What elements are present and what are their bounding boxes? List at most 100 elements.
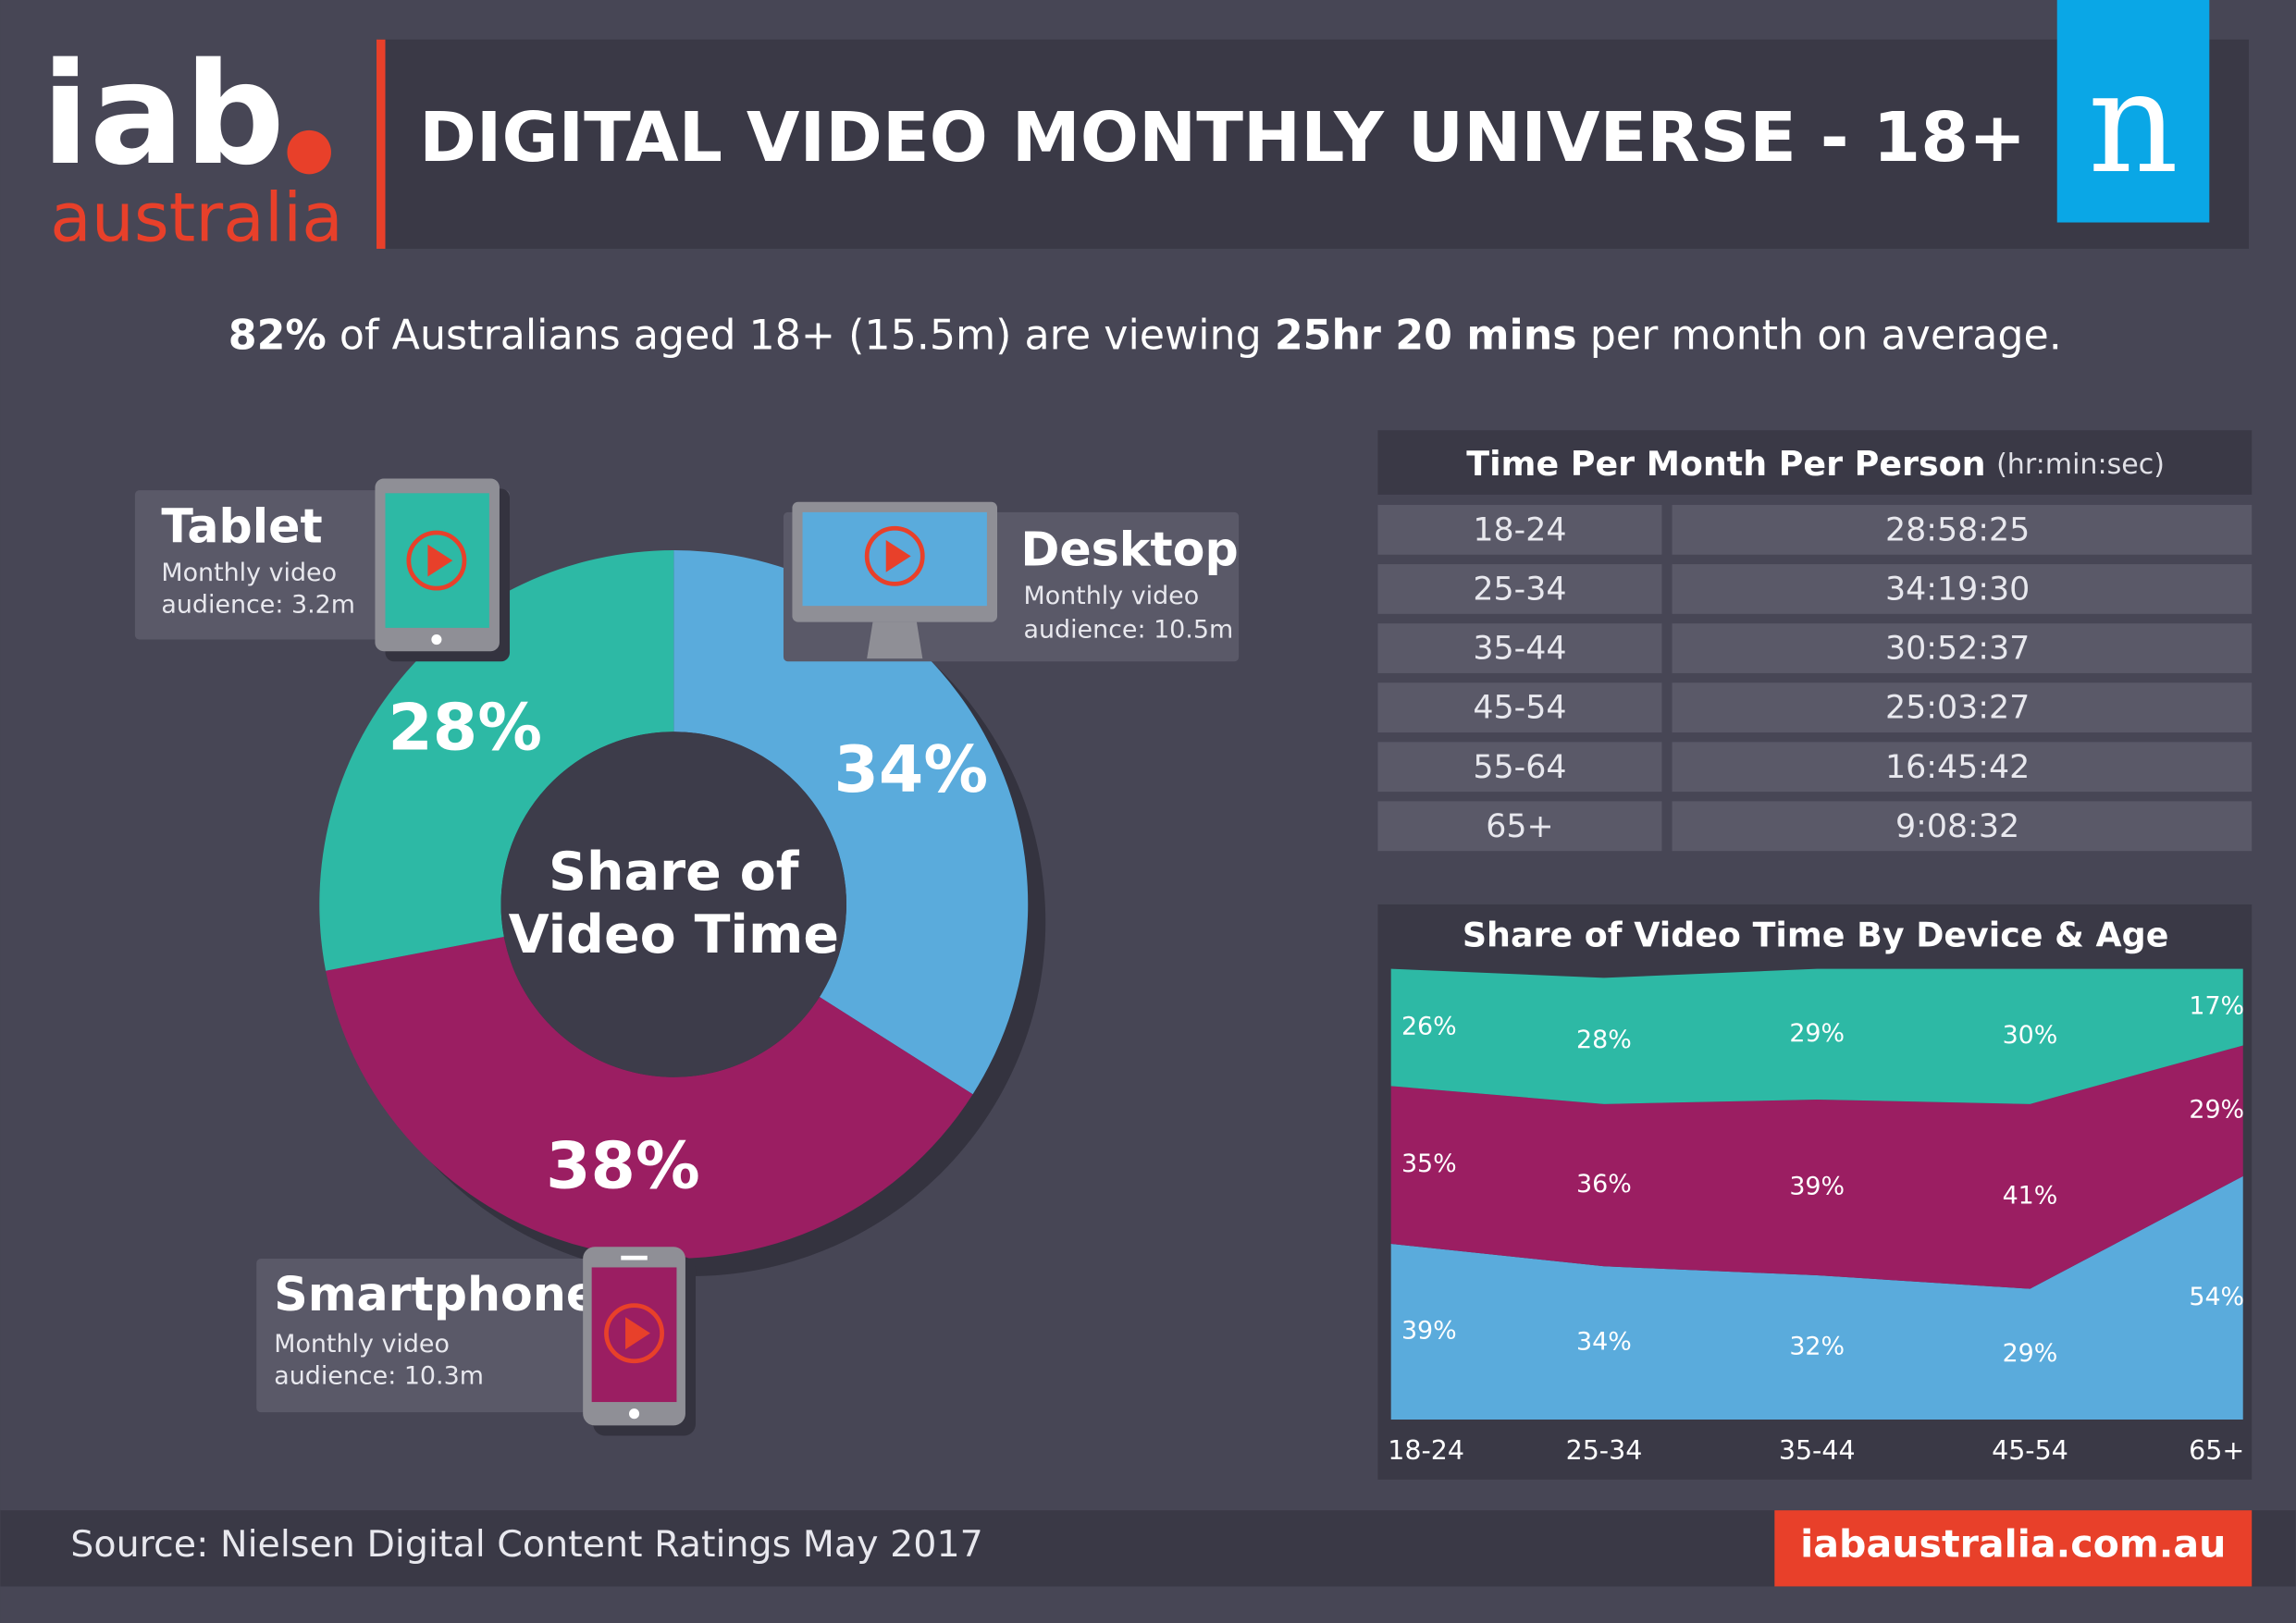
donut-value-label: 38% — [546, 1129, 700, 1204]
area-value-label: 41% — [2003, 1181, 2058, 1210]
table-cell — [1377, 564, 1662, 614]
summary-text: per month on average. — [1577, 313, 2062, 360]
device-card — [256, 1258, 594, 1413]
area-value-label: 29% — [2189, 1096, 2244, 1125]
device-note: Monthly video — [1023, 582, 1199, 610]
area-value-label: 30% — [2003, 1021, 2058, 1050]
donut-center-label: Video Time — [509, 904, 839, 965]
table-cell — [1377, 742, 1662, 793]
table-cell — [1672, 742, 2253, 793]
donut-slice — [673, 550, 1029, 1095]
table-unit: (hr:min:sec) — [1996, 449, 2165, 481]
table-cell — [1377, 504, 1662, 555]
logo-dot — [287, 129, 331, 175]
summary-highlight: 25hr 20 mins — [1275, 313, 1577, 360]
area-value-label: 29% — [1789, 1019, 1845, 1048]
area-value-label: 26% — [1401, 1012, 1457, 1040]
partner-logo: n — [2088, 41, 2179, 204]
device-name: Smartphone — [274, 1267, 598, 1322]
table-header — [1377, 430, 2253, 495]
area-value-label: 28% — [1576, 1026, 1632, 1054]
play-icon — [864, 525, 925, 586]
play-icon — [427, 544, 453, 577]
area-value-label: 39% — [1401, 1316, 1457, 1345]
table-cell — [1672, 623, 2253, 673]
area-value-label: 34% — [1576, 1328, 1632, 1357]
tablet-button — [431, 634, 442, 646]
table-time: 34:19:30 — [1885, 572, 2030, 609]
area-chart: 39% 34% 32% 29% 54% 35% 36% 39% 41% 29% 26% 28% 29% 3… — [1388, 968, 2244, 1466]
area-value-label: 35% — [1401, 1150, 1457, 1178]
play-icon — [625, 1317, 650, 1350]
footer-url-box — [1774, 1510, 2253, 1587]
area-value-label: 32% — [1789, 1333, 1845, 1361]
table-age: 65+ — [1486, 808, 1553, 845]
device-note: audience: 3.2m — [161, 591, 355, 620]
x-tick-label: 45-54 — [1992, 1435, 2068, 1466]
donut-overlay: Share of Video Time — [500, 732, 847, 1077]
table-cell — [1672, 504, 2253, 555]
table-body: 18-24 28:58:25 25-34 34:19:30 35-44 30:52:37 4… — [1377, 504, 2253, 852]
table-time: 28:58:25 — [1885, 511, 2030, 548]
summary-text: of Australians aged 18+ (15.5m) are view… — [327, 313, 1275, 360]
table-cell — [1672, 564, 2253, 614]
x-tick-label: 18-24 — [1388, 1435, 1464, 1466]
title: DIGITAL VIDEO MONTHLY UNIVERSE - 18+ — [419, 97, 2026, 178]
play-icon — [885, 539, 911, 572]
table-age: 55-64 — [1473, 749, 1566, 786]
footer-source: Source: Nielsen Digital Content Ratings … — [70, 1523, 983, 1566]
phone-button — [629, 1408, 640, 1420]
table-title-text: Time Per Month Per Person — [1466, 444, 1985, 484]
area-band — [1390, 1175, 2243, 1420]
table-cell — [1377, 682, 1662, 733]
table-age: 18-24 — [1473, 511, 1566, 548]
device-note: audience: 10.3m — [274, 1362, 484, 1391]
summary: 82% of Australians aged 18+ (15.5m) are … — [228, 313, 2062, 360]
desktop-stand — [867, 621, 923, 659]
table-age: 25-34 — [1473, 572, 1566, 609]
x-tick-label: 65+ — [2189, 1435, 2244, 1466]
table-age: 45-54 — [1473, 690, 1566, 727]
table-age: 35-44 — [1473, 631, 1566, 668]
table-cell — [1377, 623, 1662, 673]
donut-value-label: 28% — [388, 690, 542, 765]
table-time: 25:03:27 — [1885, 690, 2030, 727]
donut-center-label: Share of — [549, 842, 800, 903]
device-note: audience: 10.5m — [1023, 616, 1233, 645]
device-name: Desktop — [1020, 523, 1238, 577]
area-value-label: 54% — [2189, 1283, 2244, 1311]
donut-hole — [500, 732, 847, 1077]
x-tick-label: 25-34 — [1566, 1435, 1643, 1466]
header-divider — [376, 39, 386, 250]
area-value-label: 36% — [1576, 1170, 1632, 1199]
table-time: 30:52:37 — [1885, 631, 2030, 668]
phone-speaker — [621, 1255, 648, 1260]
area-value-label: 39% — [1789, 1173, 1845, 1201]
logo: iab — [42, 32, 285, 196]
summary-highlight: 82% — [228, 313, 327, 360]
area-band — [1390, 1045, 2243, 1289]
table-cell — [1672, 682, 2253, 733]
device-note: Monthly video — [161, 559, 337, 587]
device-note: Monthly video — [274, 1330, 450, 1359]
area-value-label: 29% — [2003, 1339, 2058, 1368]
area-band — [1390, 968, 2243, 1104]
footer-url[interactable]: iabaustralia.com.au — [1800, 1522, 2226, 1567]
partner-logo-box — [2056, 0, 2210, 223]
donut-slice — [319, 550, 674, 971]
table-cell — [1672, 801, 2253, 852]
logo-sub: australia — [50, 179, 343, 258]
x-tick-label: 35-44 — [1779, 1435, 1856, 1466]
donut-slice — [326, 936, 973, 1259]
donut-value-label: 34% — [833, 732, 988, 807]
table-title: Time Per Month Per Person (hr:min:sec) — [1466, 444, 2165, 484]
area-value-label: 17% — [2189, 992, 2244, 1021]
table-cell — [1377, 801, 1662, 852]
play-icon — [406, 530, 467, 591]
device-name: Tablet — [161, 498, 322, 553]
header-panel — [377, 39, 2250, 250]
play-icon — [604, 1303, 664, 1364]
table-time: 9:08:32 — [1895, 808, 2019, 845]
